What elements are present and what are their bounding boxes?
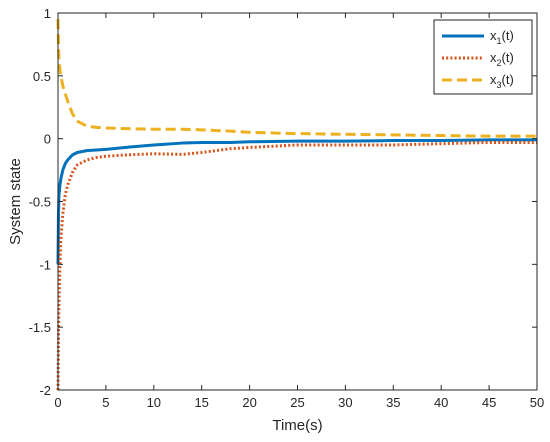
- y-tick-label: -1.5: [29, 320, 51, 335]
- x-tick-label: 45: [482, 395, 496, 410]
- x-tick-label: 30: [338, 395, 352, 410]
- legend-label-1: x1(t): [490, 28, 514, 46]
- series-line-2: [56, 140, 537, 391]
- x-tick-label: 5: [102, 395, 109, 410]
- legend-box: [433, 19, 533, 95]
- x-tick-label: 40: [434, 395, 448, 410]
- x-tick-label: 35: [386, 395, 400, 410]
- legend-label-2: x2(t): [490, 50, 514, 68]
- y-tick-label: -0.5: [29, 195, 51, 210]
- y-axis-title: System state: [7, 158, 24, 245]
- x-tick-label: 20: [242, 395, 256, 410]
- series-line-3: [56, 19, 537, 138]
- legend-label-3: x3(t): [490, 72, 514, 90]
- y-tick-label: -2: [39, 383, 51, 398]
- x-tick-label: 0: [54, 395, 61, 410]
- x-tick-label: 10: [147, 395, 161, 410]
- x-tick-label: 15: [194, 395, 208, 410]
- y-tick-label: -1: [39, 257, 51, 272]
- x-axis-title: Time(s): [272, 417, 322, 434]
- x-tick-label: 25: [290, 395, 304, 410]
- x-tick-label: 50: [530, 395, 544, 410]
- y-tick-label: 0.5: [33, 69, 51, 84]
- series-line-1: [56, 138, 537, 265]
- y-tick-label: 0: [44, 132, 51, 147]
- y-tick-label: 1: [44, 6, 51, 21]
